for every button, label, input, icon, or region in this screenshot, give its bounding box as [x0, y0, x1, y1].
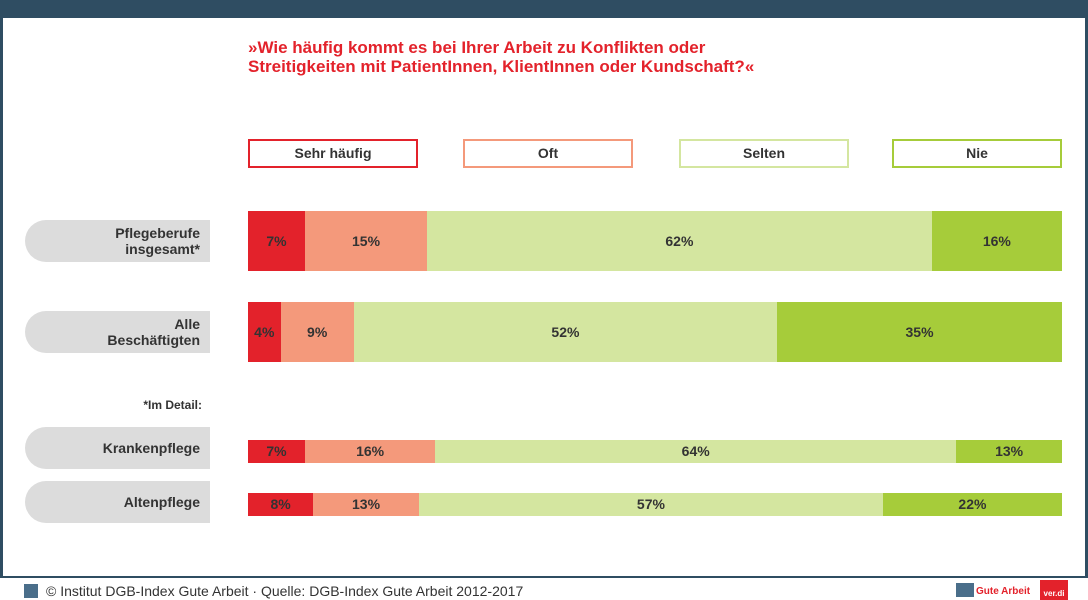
- footer: © Institut DGB-Index Gute Arbeit · Quell…: [46, 583, 524, 599]
- category-pill: Altenpflege: [25, 481, 210, 523]
- value-label: 7%: [266, 443, 287, 459]
- value-label: 13%: [352, 496, 381, 512]
- bar-segment: [435, 440, 957, 463]
- value-label: 7%: [266, 233, 287, 249]
- value-label: 62%: [665, 233, 694, 249]
- note: *Im Detail:: [143, 398, 202, 412]
- bar-segment: [248, 440, 305, 463]
- bar-segment: [313, 493, 419, 516]
- legend-entry: Nie: [892, 139, 1062, 168]
- frame-bottom: [0, 576, 1088, 578]
- value-label: 16%: [356, 443, 385, 459]
- bar-segment: [280, 302, 354, 362]
- title-line: Streitigkeiten mit PatientInnen, KlientI…: [248, 57, 755, 76]
- value-label: 22%: [958, 496, 987, 512]
- category-label: Pflegeberufe insgesamt*: [115, 225, 200, 257]
- bar-segment: [248, 302, 281, 362]
- category-pill: Krankenpflege: [25, 427, 210, 469]
- chart-title: »Wie häufig kommt es bei Ihrer Arbeit zu…: [248, 38, 754, 76]
- bar-segment: [882, 493, 1062, 516]
- category-pill: Pflegeberufe insgesamt*: [25, 220, 210, 262]
- value-label: 57%: [636, 496, 665, 512]
- value-label: 4%: [254, 324, 275, 340]
- value-label: 13%: [995, 443, 1024, 459]
- value-label: 52%: [551, 324, 580, 340]
- bar-segment: [248, 211, 305, 271]
- legend-entry: Selten: [679, 139, 849, 168]
- value-label: 64%: [681, 443, 710, 459]
- bar-segment: [931, 211, 1062, 271]
- bar-segment: [777, 302, 1062, 362]
- bar-segment: [304, 211, 428, 271]
- category-label: Krankenpflege: [102, 440, 200, 456]
- bar-segment: [353, 302, 778, 362]
- bar-segment: [248, 493, 314, 516]
- bar-segment: [956, 440, 1062, 463]
- title-line: »Wie häufig kommt es bei Ihrer Arbeit zu…: [248, 38, 706, 57]
- frame-right: [1085, 18, 1088, 578]
- logo-text: Gute Arbeit: [976, 586, 1031, 597]
- legend-entry: Sehr häufig: [248, 139, 418, 168]
- bar-segment: [418, 493, 883, 516]
- category-pill: Alle Beschäftigten: [25, 311, 210, 353]
- legend-entry: Oft: [463, 139, 633, 168]
- bar-segment: [304, 440, 436, 463]
- category-label: Alle Beschäftigten: [107, 316, 200, 348]
- value-label: 16%: [982, 233, 1011, 249]
- category-label: Altenpflege: [123, 494, 200, 510]
- value-label: 8%: [270, 496, 291, 512]
- logo-badge: ver.di: [1040, 580, 1068, 600]
- top-bar: [0, 0, 1088, 18]
- value-label: 35%: [905, 324, 934, 340]
- footer-icon: [24, 584, 38, 598]
- frame-left: [0, 18, 3, 578]
- logo-icon: [956, 583, 974, 597]
- bar-segment: [427, 211, 932, 271]
- value-label: 15%: [352, 233, 381, 249]
- value-label: 9%: [307, 324, 328, 340]
